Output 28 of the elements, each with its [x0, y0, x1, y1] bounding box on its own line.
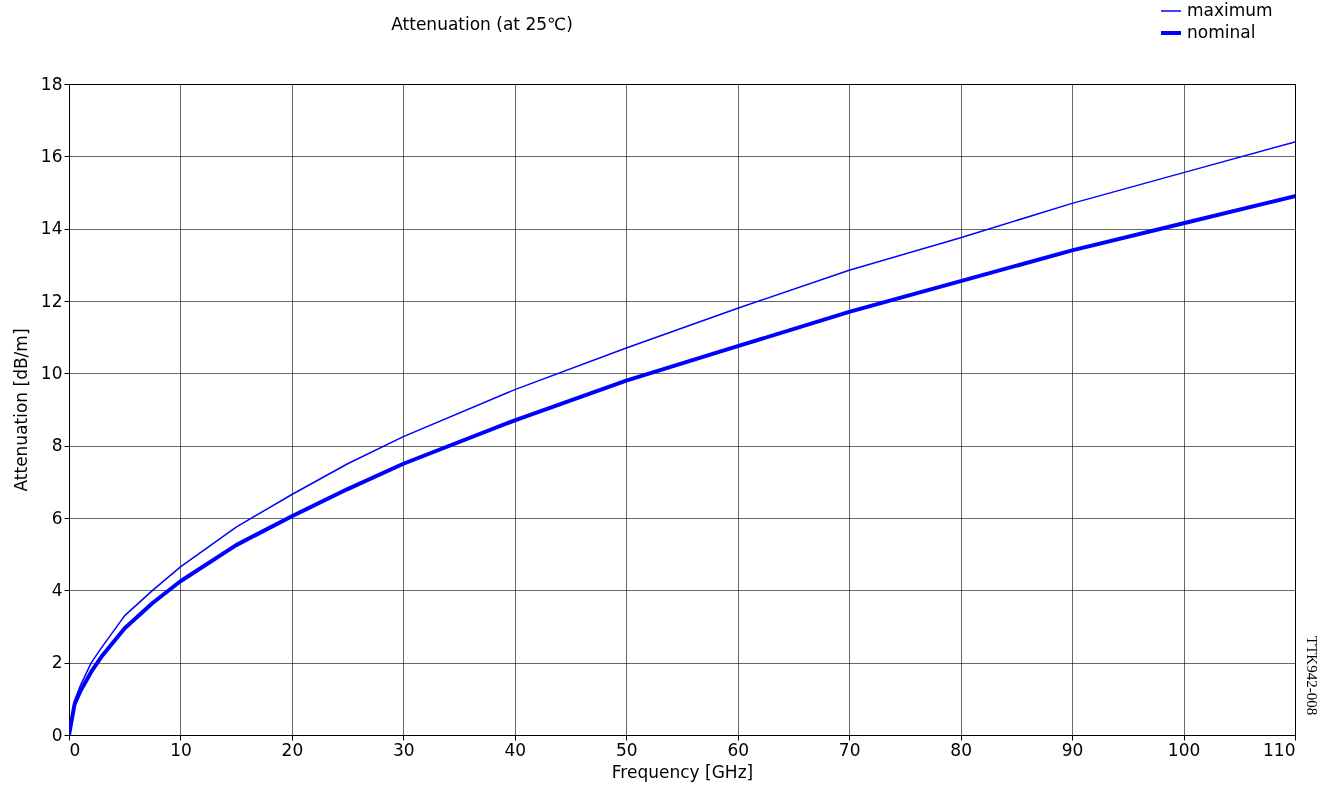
y-axis-title: Attenuation [dB/m]: [10, 328, 31, 492]
x-tick-label: 60: [727, 739, 750, 760]
y-tick-label: 10: [40, 362, 63, 383]
y-tick-label: 4: [51, 579, 63, 600]
text: TTK942-008: [1303, 636, 1320, 716]
legend-label: maximum: [1187, 0, 1273, 20]
x-tick-label: 90: [1061, 739, 1084, 760]
x-tick-label: 10: [170, 739, 192, 760]
x-tick-label: 80: [950, 739, 972, 760]
y-tick-label: 16: [40, 145, 63, 166]
y-tick-label: 18: [40, 73, 63, 94]
x-tick-label: 110: [1263, 739, 1296, 760]
chart-title: Attenuation (at 25℃): [391, 14, 573, 34]
y-tick-label: 8: [51, 435, 63, 456]
y-tick-label: 14: [40, 218, 63, 239]
x-tick-label: 70: [838, 739, 861, 760]
y-tick-label: 12: [40, 290, 63, 311]
x-axis-title: Frequency [GHz]: [611, 761, 754, 782]
x-tick-label: 20: [281, 739, 304, 760]
legend-label: nominal: [1187, 22, 1256, 42]
x-tick-label: 0: [69, 739, 81, 760]
x-tick-label: 50: [615, 739, 638, 760]
y-tick-label: 2: [51, 652, 63, 673]
x-tick-label: 40: [504, 739, 527, 760]
x-tick-label: 30: [393, 739, 415, 760]
y-tick-label: 0: [51, 724, 63, 745]
y-tick-label: 6: [51, 507, 63, 528]
x-tick-label: 100: [1167, 739, 1201, 760]
